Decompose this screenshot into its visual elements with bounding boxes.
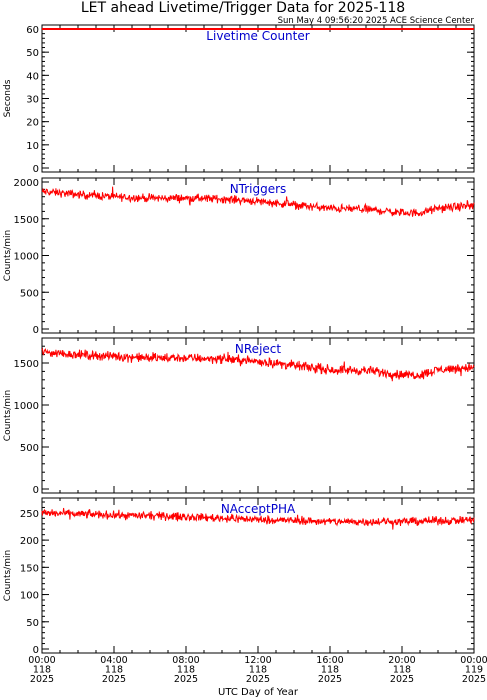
chart-title: LET ahead Livetime/Trigger Data for 2025… xyxy=(81,0,405,16)
y-tick-label: 0 xyxy=(33,325,39,336)
y-tick-label: 1500 xyxy=(14,215,39,226)
x-tick-time-label: 04:00 xyxy=(100,655,127,666)
series-line xyxy=(41,507,475,530)
x-tick-doy-label: 118 xyxy=(105,665,123,676)
y-axis-label: Counts/min xyxy=(3,550,13,601)
x-tick-year-label: 2025 xyxy=(462,674,486,685)
series-line xyxy=(41,186,475,217)
chart-subtitle: Sun May 4 09:56:20 2025 ACE Science Cent… xyxy=(278,16,475,26)
y-tick-label: 50 xyxy=(26,48,39,59)
x-tick-time-label: 08:00 xyxy=(172,655,199,666)
x-tick-doy-label: 118 xyxy=(393,665,411,676)
x-tick-doy-label: 119 xyxy=(465,665,483,676)
y-tick-label: 0 xyxy=(33,485,39,496)
panel-0: 0 10 20 30 40 50 60 Seconds Livetime Counter xyxy=(3,24,475,175)
panel-1: 0 500 1000 1500 2000 Counts/min NTriggers xyxy=(3,177,475,336)
y-axis-label: Counts/min xyxy=(3,230,13,281)
y-tick-label: 1000 xyxy=(14,401,39,412)
x-tick-year-label: 2025 xyxy=(174,674,198,685)
series-line xyxy=(41,347,475,382)
panel-3: 0 50 100 150 200 250 Counts/min NAcceptPHA xyxy=(3,497,475,656)
x-tick-doy-label: 118 xyxy=(249,665,267,676)
series-label: Livetime Counter xyxy=(206,29,309,43)
x-tick-doy-label: 118 xyxy=(177,665,195,676)
x-tick-time-label: 20:00 xyxy=(388,655,415,666)
y-axis-label: Counts/min xyxy=(3,390,13,441)
x-tick-year-label: 2025 xyxy=(246,674,270,685)
y-tick-label: 60 xyxy=(26,25,39,36)
x-tick-year-label: 2025 xyxy=(30,674,54,685)
y-tick-label: 100 xyxy=(20,591,39,602)
y-tick-label: 500 xyxy=(20,443,39,454)
series-label: NAcceptPHA xyxy=(221,502,296,516)
y-tick-label: 40 xyxy=(26,71,39,82)
y-tick-label: 200 xyxy=(20,536,39,547)
y-tick-label: 1500 xyxy=(14,359,39,370)
y-tick-label: 30 xyxy=(26,95,39,106)
x-tick-time-label: 16:00 xyxy=(316,655,343,666)
y-tick-label: 500 xyxy=(20,288,39,299)
y-tick-label: 150 xyxy=(20,563,39,574)
x-tick-time-label: 00:00 xyxy=(460,655,487,666)
x-tick-doy-label: 118 xyxy=(321,665,339,676)
x-tick-doy-label: 118 xyxy=(33,665,51,676)
y-tick-label: 50 xyxy=(26,618,39,629)
series-label: NTriggers xyxy=(230,182,287,196)
x-tick-year-label: 2025 xyxy=(390,674,414,685)
panel-2: 0 500 1000 1500 Counts/min NReject xyxy=(3,337,475,496)
y-tick-label: 1000 xyxy=(14,252,39,263)
y-tick-label: 0 xyxy=(33,164,39,175)
x-axis-labels: 00:00118202504:00118202508:00118202512:0… xyxy=(28,655,487,685)
series-label: NReject xyxy=(235,342,281,356)
x-axis-label: UTC Day of Year xyxy=(218,687,299,698)
x-tick-time-label: 12:00 xyxy=(244,655,271,666)
x-tick-year-label: 2025 xyxy=(102,674,126,685)
x-tick-time-label: 00:00 xyxy=(28,655,55,666)
panel-frame xyxy=(41,24,475,173)
y-tick-label: 20 xyxy=(26,118,39,129)
y-tick-label: 0 xyxy=(33,645,39,656)
y-tick-label: 2000 xyxy=(14,178,39,189)
y-tick-label: 250 xyxy=(20,509,39,520)
x-tick-year-label: 2025 xyxy=(318,674,342,685)
y-axis-label: Seconds xyxy=(3,79,13,117)
y-tick-label: 10 xyxy=(26,141,39,152)
